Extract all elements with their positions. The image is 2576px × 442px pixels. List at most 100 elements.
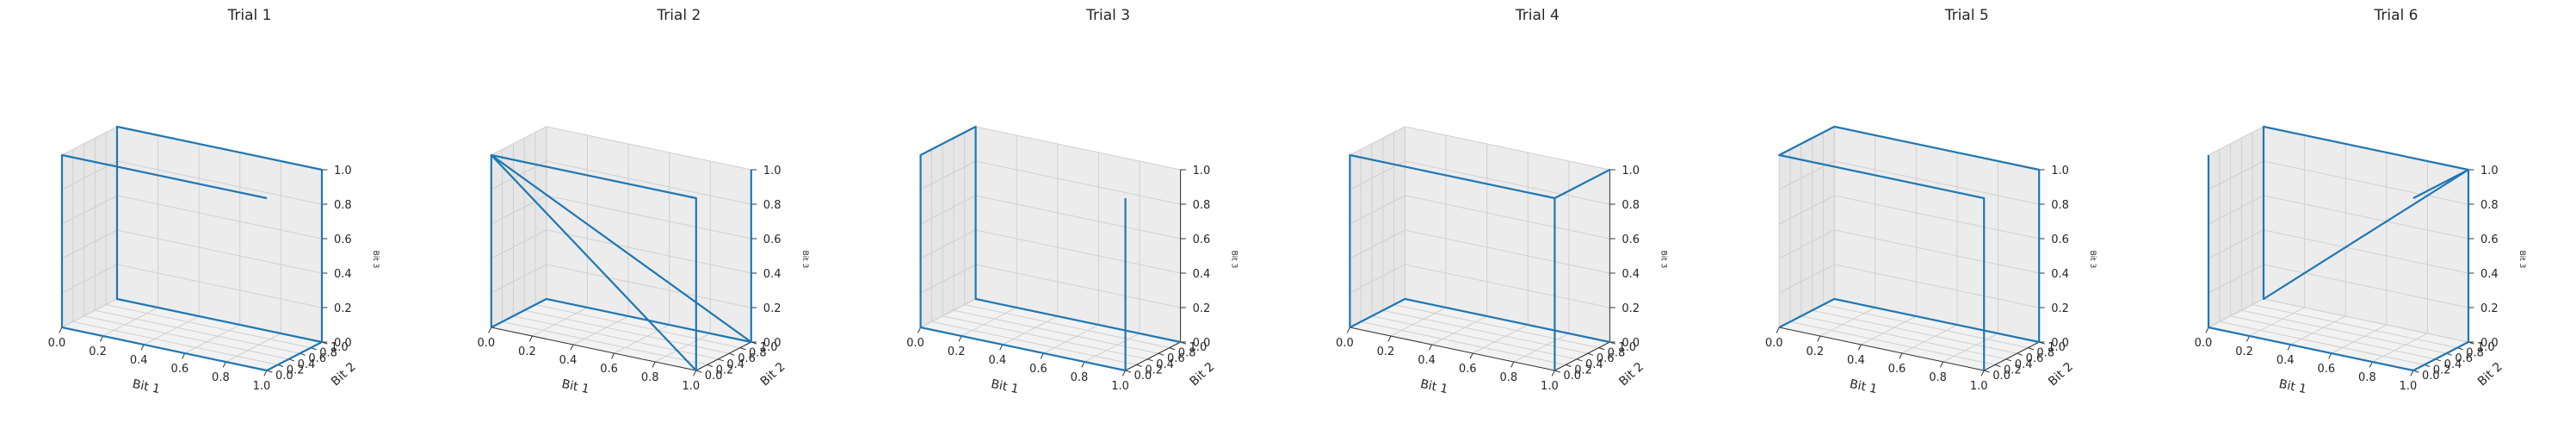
y-tick [1565,364,1572,367]
grid-line [2331,324,2388,354]
x-tick [652,361,656,368]
y-tick [2005,358,2012,362]
y-tick [1576,358,1583,362]
grid-line [105,304,312,349]
x-tick-label: 0.8 [212,371,230,384]
grid-line [116,160,323,205]
y-tick [2027,347,2034,351]
z-tick-label: 0.0 [2051,337,2069,350]
x-tick-label: 0.4 [2276,354,2295,367]
grid-line [1404,126,1610,171]
y-tick-label: 0.4 [2444,358,2462,371]
grid-line [1819,307,1876,337]
grid-line [491,229,547,259]
grid-line [2219,321,2425,365]
y-tick-label: 0.0 [2422,370,2440,383]
z-tick-label: 0.2 [1622,302,1640,315]
y-tick [1587,352,1594,356]
grid-line [72,321,279,365]
grid-line [1404,229,1610,274]
x-axis-line [491,327,697,371]
grid-line [1901,324,1958,354]
y-tick [1146,358,1153,362]
y-tick-label: 0.2 [287,364,305,377]
y-tick [1983,370,1990,373]
grid-line [491,264,547,294]
y-axis-line [1983,341,2040,371]
z-tick-label: 0.8 [1622,199,1640,212]
z-tick-label: 0.8 [1193,199,1211,212]
x-axis-label: Bit 1 [1419,377,1449,396]
grid-line [546,126,752,171]
grid-line [942,315,1148,360]
z-tick-label: 1.0 [763,165,781,177]
y-axis-label: Bit 2 [1188,360,1218,389]
y-tick-label: 0.2 [716,364,734,377]
y-axis-label: Bit 2 [758,360,788,389]
x-tick [1817,335,1821,342]
x-tick-label: 1.0 [1111,380,1129,393]
subplot-4: Trial 40.00.20.40.60.81.00.00.20.40.60.8… [1336,7,1667,396]
x-tick [59,327,63,333]
x-tick-label: 0.6 [600,363,618,376]
y-tick-label: 1.0 [760,341,778,354]
z-tick-label: 1.0 [2051,165,2069,177]
x-tick [1551,370,1555,377]
series-line-1 [1778,125,2041,370]
z-tick-label: 0.0 [334,337,352,350]
x-tick-label: 0.8 [1071,371,1089,384]
back-pane [1405,127,1610,342]
x-axis-label: Bit 1 [131,377,161,396]
y-tick-label: 0.8 [2466,347,2484,360]
grid-line [94,309,300,354]
z-tick-label: 0.8 [334,199,352,212]
grid-line [1833,195,2040,240]
grid-line [143,315,200,346]
x-tick-label: 0.0 [1765,337,1783,350]
x-tick [1510,361,1515,368]
x-tick-label: 0.2 [1377,346,1395,358]
side-pane [920,127,976,327]
z-tick-label: 0.4 [1193,268,1211,281]
y-axis-line [1125,341,1182,371]
grid-line [61,298,118,328]
grid-line [546,195,752,240]
x-tick [1899,352,1903,359]
grid-line [975,229,1182,274]
grid-line [2230,315,2437,360]
z-axis-label: Bit 3 [800,251,809,269]
x-tick [1776,327,1780,333]
side-pane [491,127,547,327]
x-tick [488,327,492,333]
grid-line [61,160,118,190]
grid-line [975,195,1182,240]
grid-line [1943,333,1999,363]
grid-line [975,264,1182,308]
y-axis-label: Bit 2 [2046,360,2076,389]
y-tick [2017,352,2023,356]
y-tick-label: 1.0 [330,341,349,354]
z-tick-label: 0.4 [763,268,781,281]
y-tick-label: 0.8 [2036,347,2054,360]
x-axis-label: Bit 1 [990,377,1020,396]
y-tick [1554,370,1560,373]
grid-line [546,229,752,274]
grid-line [1778,160,1835,190]
grid-line [1513,333,1570,363]
z-tick-label: 0.2 [763,302,781,315]
grid-line [2208,126,2264,156]
series-line-1 [1349,153,1611,370]
grid-line [1801,315,2007,360]
x-tick [1387,335,1392,342]
chart-title: Trial 2 [656,7,701,24]
x-tick-label: 0.4 [988,354,1006,367]
grid-line [930,321,1137,365]
grid-line [2208,229,2264,259]
grid-line [920,264,977,294]
grid-line [1778,264,1835,294]
y-tick-label: 0.8 [319,347,337,360]
grid-line [61,195,118,225]
x-tick-label: 0.6 [1888,363,1906,376]
y-tick-label: 0.2 [2433,364,2451,377]
y-tick [1135,364,1142,367]
